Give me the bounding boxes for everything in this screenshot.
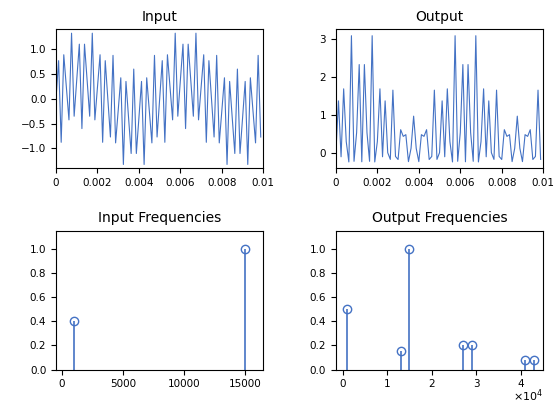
Title: Input Frequencies: Input Frequencies bbox=[98, 211, 221, 226]
Text: $\times10^4$: $\times10^4$ bbox=[513, 388, 543, 404]
Title: Output Frequencies: Output Frequencies bbox=[372, 211, 507, 226]
Title: Input: Input bbox=[142, 10, 178, 24]
Title: Output: Output bbox=[416, 10, 464, 24]
